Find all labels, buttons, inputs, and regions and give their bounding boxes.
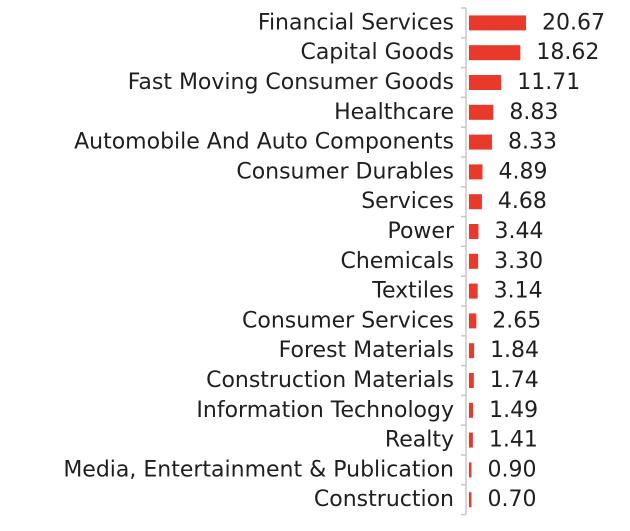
category-label: Power — [387, 219, 454, 244]
category-label: Healthcare — [334, 100, 454, 125]
value-label: 4.89 — [498, 159, 547, 184]
value-label: 3.30 — [494, 249, 543, 274]
category-label: Capital Goods — [300, 40, 454, 65]
bar — [469, 373, 474, 388]
bar — [469, 253, 479, 269]
category-label: Realty — [385, 428, 454, 453]
category-label: Services — [361, 189, 454, 214]
value-labels: 20.67 18.62 11.71 8.83 8.33 4.89 4.68 3.44 3.30 3… — [488, 10, 605, 512]
bar — [469, 224, 479, 239]
value-label: 20.67 — [542, 10, 605, 35]
value-label: 1.49 — [489, 398, 538, 423]
value-label: 8.33 — [508, 130, 557, 155]
category-labels: Financial Services Capital Goods Fast Movi… — [63, 10, 455, 512]
category-label: Media, Entertainment & Publication — [63, 457, 454, 482]
bars — [469, 15, 526, 508]
category-label: Textiles — [371, 279, 454, 304]
bar — [469, 432, 473, 448]
bar — [469, 313, 477, 329]
bar — [469, 194, 482, 210]
category-label: Consumer Durables — [236, 159, 454, 184]
value-label: 4.68 — [498, 189, 547, 214]
bar — [469, 164, 483, 180]
bar — [469, 462, 472, 478]
value-label: 0.90 — [488, 457, 537, 482]
value-label: 11.71 — [517, 70, 580, 95]
category-label: Chemicals — [340, 249, 454, 274]
category-label: Construction Materials — [206, 368, 454, 393]
bar — [469, 45, 521, 61]
value-label: 1.84 — [490, 338, 539, 363]
category-label: Construction — [314, 487, 454, 512]
value-label: 8.83 — [509, 100, 558, 125]
value-label: 1.74 — [490, 368, 539, 393]
category-label: Fast Moving Consumer Goods — [128, 70, 454, 95]
value-label: 3.44 — [494, 219, 543, 244]
bar — [469, 283, 478, 299]
value-label: 3.14 — [494, 279, 543, 304]
category-label: Forest Materials — [279, 338, 454, 363]
bar — [469, 104, 494, 120]
category-label: Automobile And Auto Components — [74, 130, 454, 155]
category-axis — [461, 7, 467, 516]
bar — [469, 402, 474, 418]
bar — [469, 75, 502, 90]
category-label: Information Technology — [196, 398, 454, 423]
value-label: 2.65 — [492, 308, 541, 333]
bar — [469, 15, 526, 31]
value-label: 1.41 — [489, 428, 538, 453]
category-label: Financial Services — [258, 10, 454, 35]
value-label: 18.62 — [536, 40, 599, 65]
bar — [469, 492, 472, 508]
value-label: 0.70 — [488, 487, 537, 512]
category-label: Consumer Services — [242, 308, 454, 333]
bar — [469, 134, 492, 150]
bar — [469, 343, 475, 359]
